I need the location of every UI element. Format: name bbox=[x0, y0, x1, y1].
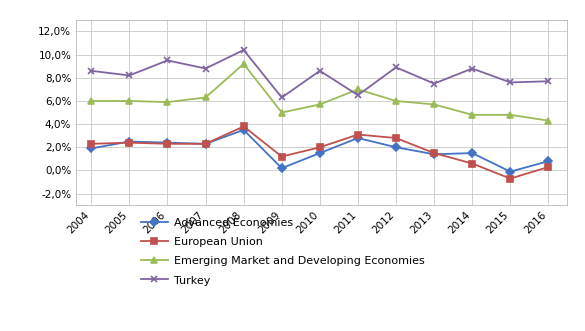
Turkey bbox=[88, 69, 95, 73]
Turkey bbox=[164, 58, 171, 62]
European Union bbox=[202, 142, 209, 146]
European Union bbox=[88, 142, 95, 146]
Emerging Market and Developing Economies bbox=[88, 99, 95, 103]
Turkey bbox=[355, 93, 362, 97]
Line: Emerging Market and Developing Economies: Emerging Market and Developing Economies bbox=[88, 61, 551, 123]
Line: Advanced Economies: Advanced Economies bbox=[88, 127, 551, 174]
Turkey bbox=[278, 95, 285, 99]
Advanced Economies bbox=[507, 169, 514, 173]
Emerging Market and Developing Economies bbox=[431, 102, 438, 106]
Turkey bbox=[316, 69, 324, 73]
Turkey bbox=[202, 67, 209, 71]
Advanced Economies bbox=[469, 151, 476, 155]
Emerging Market and Developing Economies bbox=[278, 111, 285, 115]
European Union bbox=[545, 165, 552, 169]
Advanced Economies bbox=[316, 151, 324, 155]
Emerging Market and Developing Economies bbox=[469, 113, 476, 117]
Advanced Economies bbox=[431, 152, 438, 156]
Turkey bbox=[545, 79, 552, 83]
Line: Turkey: Turkey bbox=[88, 47, 551, 100]
European Union bbox=[316, 145, 324, 149]
Emerging Market and Developing Economies bbox=[202, 95, 209, 99]
Turkey bbox=[507, 80, 514, 84]
Emerging Market and Developing Economies bbox=[316, 102, 324, 106]
Line: European Union: European Union bbox=[88, 124, 551, 181]
European Union bbox=[507, 176, 514, 180]
European Union bbox=[164, 142, 171, 146]
Advanced Economies bbox=[545, 159, 552, 163]
Emerging Market and Developing Economies bbox=[164, 100, 171, 104]
Legend: Advanced Economies, European Union, Emerging Market and Developing Economies, Tu: Advanced Economies, European Union, Emer… bbox=[140, 217, 425, 286]
European Union bbox=[393, 136, 400, 140]
Emerging Market and Developing Economies bbox=[126, 99, 133, 103]
Advanced Economies bbox=[240, 128, 247, 132]
Emerging Market and Developing Economies bbox=[507, 113, 514, 117]
Turkey bbox=[469, 67, 476, 71]
Advanced Economies bbox=[126, 139, 133, 143]
Emerging Market and Developing Economies bbox=[393, 99, 400, 103]
European Union bbox=[240, 124, 247, 128]
European Union bbox=[126, 141, 133, 145]
Emerging Market and Developing Economies bbox=[545, 118, 552, 122]
Advanced Economies bbox=[355, 136, 362, 140]
Advanced Economies bbox=[88, 146, 95, 150]
European Union bbox=[355, 132, 362, 136]
Advanced Economies bbox=[278, 166, 285, 170]
Turkey bbox=[126, 73, 133, 77]
Turkey bbox=[431, 81, 438, 85]
European Union bbox=[278, 155, 285, 159]
Emerging Market and Developing Economies bbox=[240, 62, 247, 66]
Advanced Economies bbox=[164, 141, 171, 145]
European Union bbox=[431, 151, 438, 155]
European Union bbox=[469, 162, 476, 166]
Advanced Economies bbox=[202, 142, 209, 146]
Turkey bbox=[240, 48, 247, 52]
Advanced Economies bbox=[393, 145, 400, 149]
Turkey bbox=[393, 65, 400, 69]
Emerging Market and Developing Economies bbox=[355, 87, 362, 91]
